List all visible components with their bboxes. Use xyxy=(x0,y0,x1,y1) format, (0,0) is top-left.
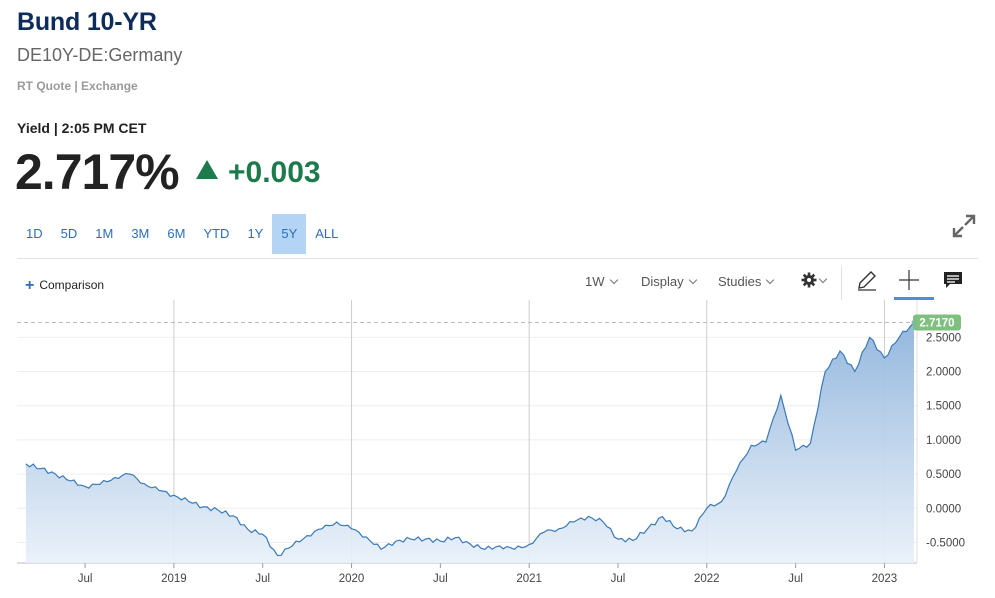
plus-icon: + xyxy=(25,277,35,294)
x-tick-label: 2022 xyxy=(694,573,720,585)
series-line xyxy=(25,322,915,557)
chevron-down-icon xyxy=(818,274,828,284)
display-dropdown[interactable]: Display xyxy=(641,274,697,289)
range-button-1m[interactable]: 1M xyxy=(95,226,114,241)
interval-label: 1W xyxy=(585,274,605,289)
pencil-icon[interactable] xyxy=(855,268,879,292)
last-value-label: 2.7170 xyxy=(919,318,954,330)
range-button-all[interactable]: ALL xyxy=(315,226,339,241)
range-button-5d[interactable]: 5D xyxy=(60,226,78,241)
expand-icon[interactable] xyxy=(951,213,977,239)
last-price: 2.717% xyxy=(15,144,180,200)
comparison-button[interactable]: + Comparison xyxy=(25,277,104,295)
y-tick-label: 0.0000 xyxy=(926,503,961,515)
studies-dropdown[interactable]: Studies xyxy=(718,274,775,289)
yield-timestamp: Yield | 2:05 PM CET xyxy=(17,120,147,136)
range-button-ytd[interactable]: YTD xyxy=(203,226,230,241)
y-tick-label: 1.5000 xyxy=(926,401,961,413)
y-tick-label: 1.0000 xyxy=(926,435,961,447)
range-button-5y[interactable]: 5Y xyxy=(272,214,307,254)
price-chart[interactable]: 2.5000 2.0000 1.5000 1.0000 0.5000 0.0000 -0.5… xyxy=(0,300,995,598)
toolbar-separator xyxy=(841,266,842,300)
x-tick-label: Jul xyxy=(433,573,448,585)
range-button-3m[interactable]: 3M xyxy=(131,226,150,241)
price-change-value: +0.003 xyxy=(228,156,321,189)
series-area xyxy=(25,322,914,563)
instrument-subtitle: DE10Y-DE:Germany xyxy=(17,45,183,65)
comparison-label: Comparison xyxy=(39,278,105,292)
y-tick-label: 2.5000 xyxy=(926,332,961,344)
price-change: +0.003 xyxy=(196,156,321,190)
chart-canvas[interactable]: 2.5000 2.0000 1.5000 1.0000 0.5000 0.0000 -0.5… xyxy=(0,300,995,598)
y-tick-label: 0.5000 xyxy=(926,469,961,481)
x-tick-label: Jul xyxy=(611,573,626,585)
x-tick-label: Jul xyxy=(255,573,270,585)
display-label: Display xyxy=(641,274,684,289)
chevron-down-icon xyxy=(766,275,775,285)
last-value-badge xyxy=(913,314,961,331)
rt-quote-label: RT Quote | Exchange xyxy=(17,79,138,93)
chevron-down-icon xyxy=(688,275,697,285)
x-tick-label: 2020 xyxy=(339,573,365,585)
up-arrow-icon xyxy=(196,160,218,179)
active-tool-indicator xyxy=(894,297,934,300)
range-button-1y[interactable]: 1Y xyxy=(247,226,264,241)
y-tick-label: -0.5000 xyxy=(926,537,965,549)
page-title: Bund 10-YR xyxy=(17,8,157,36)
x-tick-label: 2021 xyxy=(516,573,542,585)
y-tick-label: 2.0000 xyxy=(926,367,961,379)
gear-icon xyxy=(801,272,817,288)
x-tick-label: 2019 xyxy=(161,573,187,585)
range-button-1d[interactable]: 1D xyxy=(26,226,43,241)
x-tick-label: Jul xyxy=(78,573,93,585)
x-tick-label: Jul xyxy=(788,573,803,585)
comment-icon[interactable] xyxy=(941,268,965,292)
interval-dropdown[interactable]: 1W xyxy=(585,274,618,289)
header-divider xyxy=(17,258,978,259)
range-selector: 1D 5D 1M 3M 6M YTD 1Y 5Y ALL xyxy=(17,214,347,254)
settings-dropdown[interactable] xyxy=(801,272,828,288)
x-tick-label: 2023 xyxy=(872,573,898,585)
studies-label: Studies xyxy=(718,274,762,289)
range-button-6m[interactable]: 6M xyxy=(167,226,186,241)
chevron-down-icon xyxy=(609,275,618,285)
crosshair-icon[interactable] xyxy=(897,268,921,292)
